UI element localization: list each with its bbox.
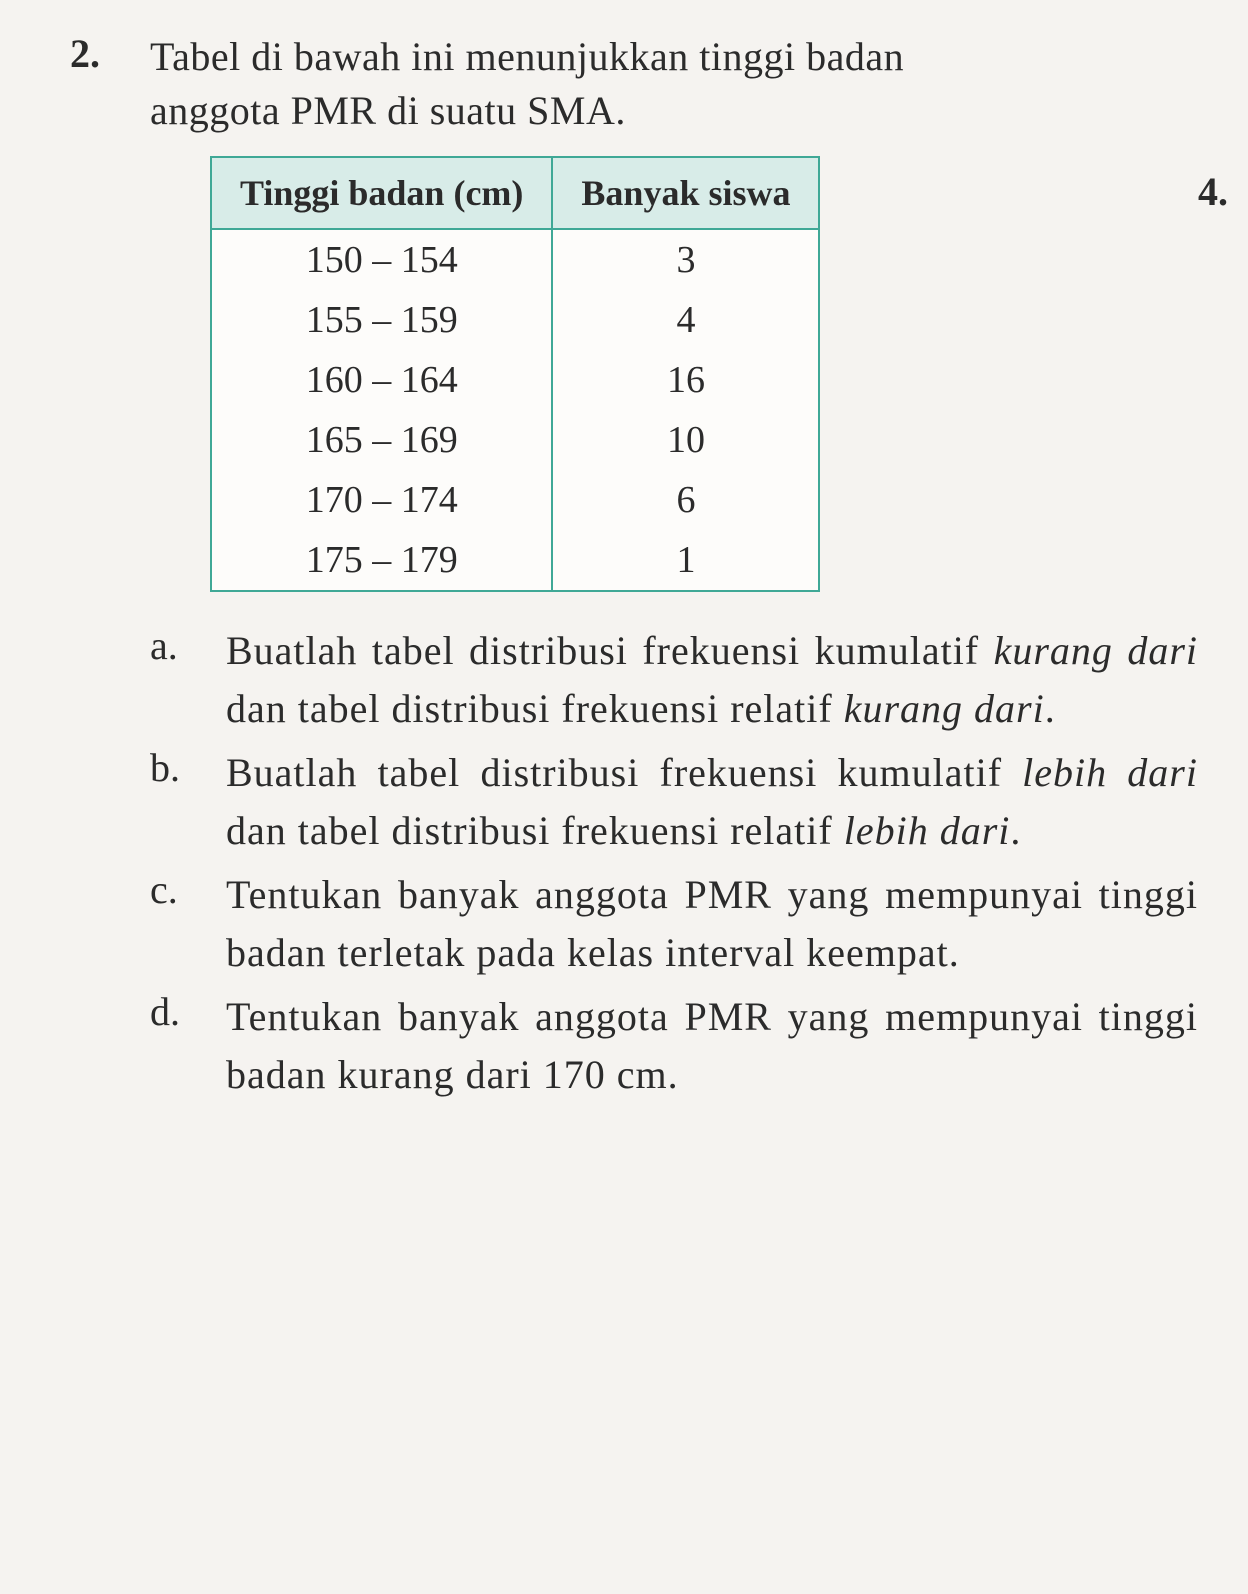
cell-range: 175 – 179 bbox=[211, 530, 552, 591]
sub-item-b: b. Buatlah tabel distribusi frekuensi ku… bbox=[150, 744, 1198, 860]
text-italic: kurang dari bbox=[994, 628, 1198, 673]
cell-range: 165 – 169 bbox=[211, 410, 552, 470]
table-row: 175 – 179 1 bbox=[211, 530, 819, 591]
sub-letter-c: c. bbox=[150, 866, 196, 913]
sub-letter-d: d. bbox=[150, 988, 196, 1035]
cell-count: 1 bbox=[552, 530, 819, 591]
sub-text-c: Tentukan banyak anggota PMR yang mempuny… bbox=[226, 866, 1198, 982]
cell-count: 6 bbox=[552, 470, 819, 530]
text-part: Buatlah tabel distribusi frekuensi kumul… bbox=[226, 628, 994, 673]
cell-count: 4 bbox=[552, 290, 819, 350]
question-body: Tabel di bawah ini menunjukkan tinggi ba… bbox=[150, 30, 1198, 1110]
intro-line-1: Tabel di bawah ini menunjukkan tinggi ba… bbox=[150, 34, 904, 79]
side-question-number: 4. bbox=[1198, 168, 1228, 215]
cell-range: 160 – 164 bbox=[211, 350, 552, 410]
table-row: 160 – 164 16 bbox=[211, 350, 819, 410]
cell-count: 16 bbox=[552, 350, 819, 410]
text-part: dan tabel distribusi frekuensi relatif bbox=[226, 808, 844, 853]
text-part: Buatlah tabel distribusi frekuensi kumul… bbox=[226, 750, 1022, 795]
question-number: 2. bbox=[70, 30, 120, 77]
header-banyak: Banyak siswa bbox=[552, 157, 819, 229]
cell-range: 155 – 159 bbox=[211, 290, 552, 350]
text-italic: kurang dari bbox=[844, 686, 1045, 731]
sub-letter-b: b. bbox=[150, 744, 196, 791]
table-row: 150 – 154 3 bbox=[211, 229, 819, 290]
intro-line-2: anggota PMR di suatu SMA. bbox=[150, 88, 626, 133]
sub-text-d: Tentukan banyak anggota PMR yang mempuny… bbox=[226, 988, 1198, 1104]
sub-text-b: Buatlah tabel distribusi frekuensi kumul… bbox=[226, 744, 1198, 860]
cell-count: 3 bbox=[552, 229, 819, 290]
question-intro: Tabel di bawah ini menunjukkan tinggi ba… bbox=[150, 30, 1198, 138]
table-row: 170 – 174 6 bbox=[211, 470, 819, 530]
sub-item-a: a. Buatlah tabel distribusi frekuensi ku… bbox=[150, 622, 1198, 738]
cell-count: 10 bbox=[552, 410, 819, 470]
header-tinggi: Tinggi badan (cm) bbox=[211, 157, 552, 229]
text-part: dan tabel distribusi frekuensi relatif bbox=[226, 686, 844, 731]
cell-range: 150 – 154 bbox=[211, 229, 552, 290]
sub-item-d: d. Tentukan banyak anggota PMR yang memp… bbox=[150, 988, 1198, 1104]
text-italic: lebih dari bbox=[844, 808, 1011, 853]
sub-letter-a: a. bbox=[150, 622, 196, 669]
data-table-wrap: Tinggi badan (cm) Banyak siswa 150 – 154… bbox=[210, 156, 1198, 592]
cell-range: 170 – 174 bbox=[211, 470, 552, 530]
sub-item-c: c. Tentukan banyak anggota PMR yang memp… bbox=[150, 866, 1198, 982]
sub-text-a: Buatlah tabel distribusi frekuensi kumul… bbox=[226, 622, 1198, 738]
question-block: 2. Tabel di bawah ini menunjukkan tinggi… bbox=[70, 30, 1198, 1110]
table-row: 165 – 169 10 bbox=[211, 410, 819, 470]
table-header-row: Tinggi badan (cm) Banyak siswa bbox=[211, 157, 819, 229]
text-part: . bbox=[1045, 686, 1056, 731]
table-row: 155 – 159 4 bbox=[211, 290, 819, 350]
sub-question-list: a. Buatlah tabel distribusi frekuensi ku… bbox=[150, 622, 1198, 1104]
text-italic: lebih dari bbox=[1022, 750, 1198, 795]
text-part: . bbox=[1010, 808, 1021, 853]
height-table: Tinggi badan (cm) Banyak siswa 150 – 154… bbox=[210, 156, 820, 592]
